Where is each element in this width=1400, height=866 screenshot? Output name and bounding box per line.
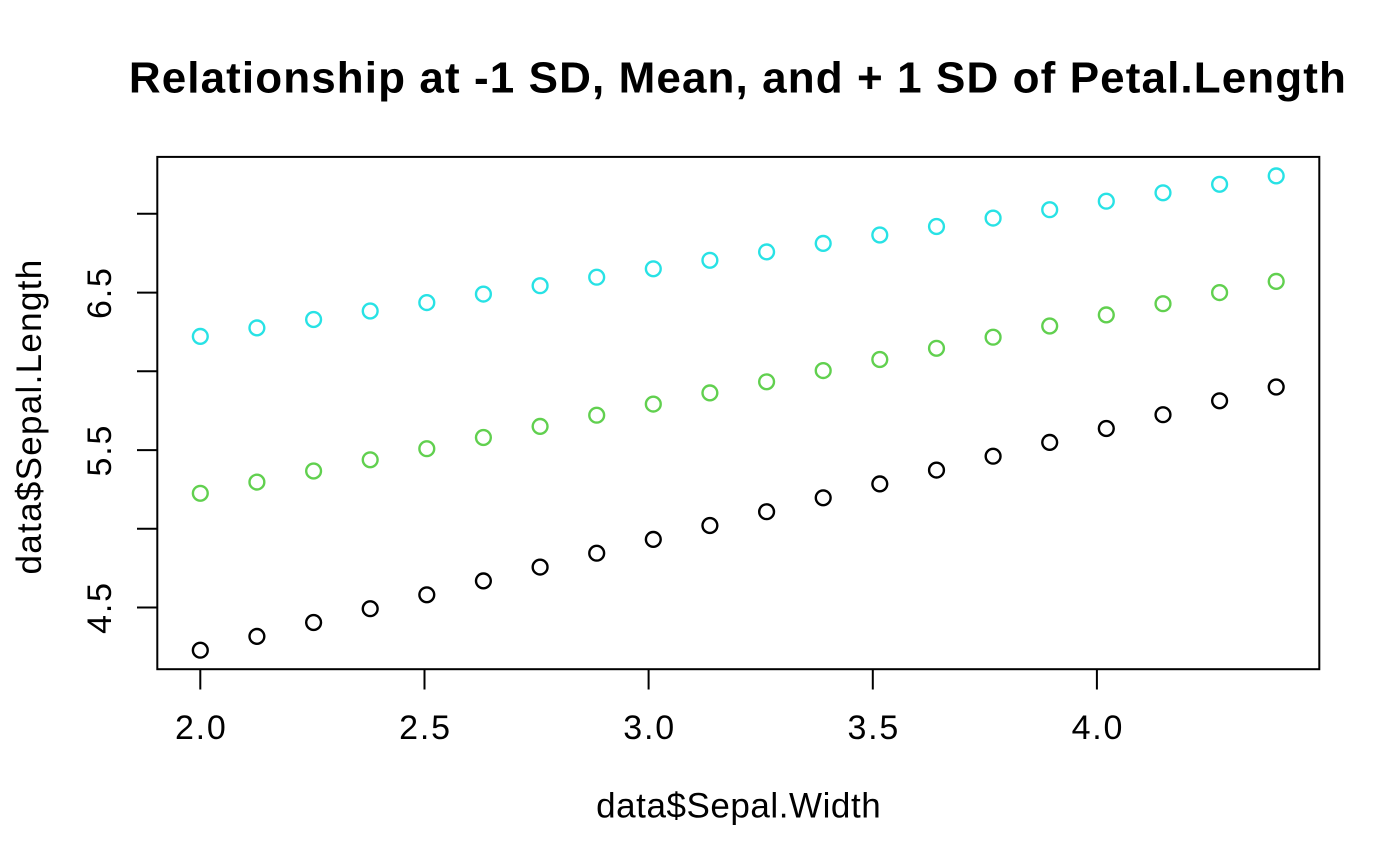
svg-text:data$Sepal.Width: data$Sepal.Width xyxy=(596,787,881,826)
svg-text:Relationship at -1 SD, Mean, a: Relationship at -1 SD, Mean, and + 1 SD … xyxy=(129,54,1347,103)
svg-text:5.5: 5.5 xyxy=(81,424,119,477)
svg-text:3.0: 3.0 xyxy=(623,709,676,747)
svg-text:6.5: 6.5 xyxy=(81,266,119,319)
svg-text:data$Sepal.Length: data$Sepal.Length xyxy=(10,259,49,575)
svg-text:3.5: 3.5 xyxy=(847,709,900,747)
svg-text:2.0: 2.0 xyxy=(175,709,228,747)
svg-text:4.5: 4.5 xyxy=(81,581,119,634)
svg-text:4.0: 4.0 xyxy=(1072,709,1125,747)
svg-text:2.5: 2.5 xyxy=(399,709,452,747)
